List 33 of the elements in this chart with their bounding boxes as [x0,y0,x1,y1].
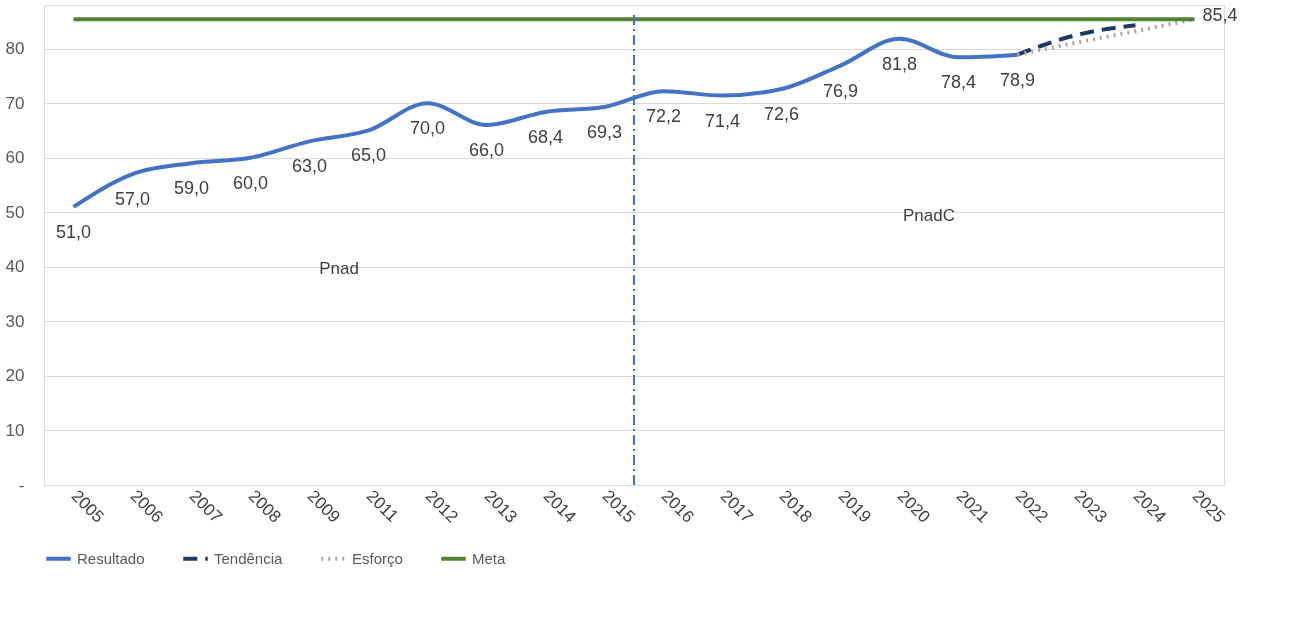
y-tick-label: 60 [5,148,25,168]
data-label: 78,9 [999,69,1036,90]
legend-label: Tendência [214,549,284,567]
data-label: 71,4 [704,110,741,131]
data-label: 59,0 [173,178,210,199]
legend-label: Resultado [77,549,145,567]
annotation: PnadC [903,206,955,226]
data-label: 76,9 [822,80,859,101]
y-tick-label: 80 [5,39,25,59]
data-label: 72,2 [645,106,682,127]
y-tick-label: 20 [5,366,25,386]
data-label: 51,0 [55,221,92,242]
data-label: 81,8 [881,53,918,74]
y-tick-label: 50 [5,202,25,222]
data-label: 68,4 [527,126,564,147]
y-tick-label: 30 [5,311,25,331]
annotation: Pnad [319,259,359,278]
data-label: 70,0 [409,118,446,139]
data-label: 85,4 [1202,5,1238,26]
data-label: 65,0 [350,145,387,166]
legend-label: Meta [472,549,506,567]
y-tick-label: 10 [5,420,25,440]
data-label: 78,4 [940,72,977,93]
data-label: 60,0 [232,172,269,193]
legend-label: Esforço [352,549,403,567]
y-tick-label: - [18,475,25,495]
data-label: 72,6 [763,104,800,124]
data-label: 57,0 [114,189,151,210]
data-label: 69,3 [586,122,623,142]
y-tick-label: 40 [5,257,25,277]
y-tick-label: 70 [5,93,25,113]
data-label: 63,0 [291,156,328,177]
data-label: 66,0 [468,140,505,160]
